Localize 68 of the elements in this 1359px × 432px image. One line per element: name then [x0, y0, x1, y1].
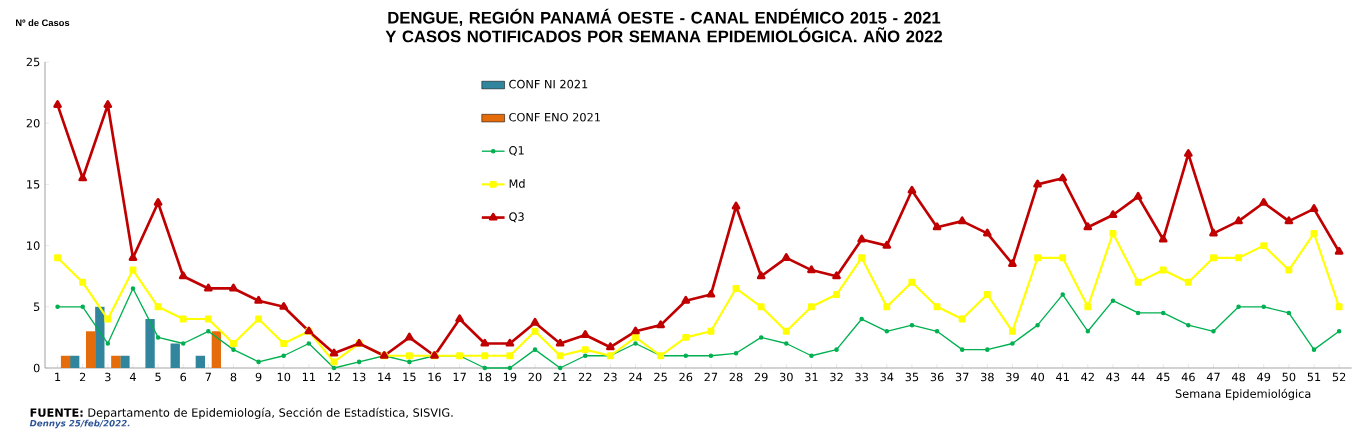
legend-label: CONF ENO 2021: [509, 112, 600, 122]
x-tick-label: 51: [1307, 372, 1321, 382]
x-tick-label: 19: [503, 372, 517, 382]
legend-label: Q1: [509, 146, 524, 156]
text: Dennys 25/feb/2022.: [29, 419, 130, 429]
x-tick-label: 30: [779, 372, 793, 382]
x-tick-label: 7: [205, 372, 211, 381]
x-tick-label: 50: [1282, 372, 1296, 382]
x-tick-label: 22: [578, 372, 592, 382]
x-tick-label: 37: [955, 372, 969, 382]
legend-label: Md: [509, 179, 525, 188]
x-tick-label: 39: [1006, 372, 1019, 382]
x-tick-label: 44: [1131, 372, 1145, 381]
x-tick-label: 29: [754, 372, 768, 382]
x-tick-label: 36: [930, 372, 944, 382]
x-tick-label: 12: [328, 372, 341, 382]
x-tick-label: 52: [1332, 372, 1346, 382]
x-tick-label: 38: [980, 372, 994, 382]
x-tick-label: 2: [79, 372, 86, 382]
x-tick-label: 13: [353, 372, 366, 382]
x-tick-label: 26: [679, 372, 693, 382]
x-tick-label: 21: [553, 372, 567, 382]
x-tick-label: 8: [230, 372, 237, 382]
x-tick-label: 42: [1081, 372, 1094, 382]
text: FUENTE: Departamento de Epidemiología, Sección de Estadística, SISVIG.: [30, 407, 453, 420]
chart-title: DENGUE, REGIÓN PANAMÁ OESTE - CANAL ENDÉMICO 2015 - 2021 Y CASOS NOTIFICADOS POR SEMANA EPIDEMIOLÓGICA. AÑO 2022: [385, 8, 943, 43]
x-tick-label: 15: [403, 372, 416, 382]
x-tick-label: 34: [880, 372, 894, 382]
x-tick-label: 49: [1257, 372, 1271, 382]
legend-label: CONF NI 2021: [509, 79, 588, 89]
x-tick-label: 45: [1156, 372, 1170, 382]
x-tick-label: 16: [428, 372, 441, 382]
legend-label: Q3: [509, 212, 524, 223]
x-tick-label: 32: [830, 372, 843, 382]
y-tick-label: 25: [26, 57, 40, 67]
x-tick-label: 3: [105, 372, 111, 382]
x-tick-label: 48: [1231, 372, 1246, 382]
y-tick-label: 15: [27, 180, 40, 189]
x-tick-label: 24: [629, 372, 643, 382]
y-tick-label: 10: [27, 241, 40, 250]
x-tick-label: 33: [855, 372, 868, 382]
x-tick-label: 23: [604, 372, 617, 382]
x-tick-label: 18: [478, 372, 492, 382]
x-tick-label: 40: [1030, 372, 1045, 382]
x-tick-label: 28: [729, 372, 743, 382]
x-tick-label: 5: [155, 372, 161, 382]
x-tick-label: 14: [378, 372, 391, 381]
x-tick-label: 17: [453, 372, 466, 381]
x-tick-label: 35: [905, 372, 919, 382]
x-tick-label: 4: [129, 372, 136, 381]
x-tick-label: 31: [805, 372, 818, 382]
x-tick-label: 27: [704, 372, 718, 382]
x-tick-label: 41: [1056, 372, 1069, 381]
y-tick-label: 20: [26, 118, 40, 128]
x-tick-label: 9: [255, 372, 262, 382]
x-tick-label: 10: [277, 372, 291, 382]
x-tick-label: 20: [528, 372, 542, 382]
x-tick-label: 43: [1106, 372, 1120, 382]
x-tick-label: 47: [1206, 372, 1220, 381]
y-axis-title: Nº de Casos: [16, 19, 70, 27]
x-tick-label: 6: [180, 372, 187, 382]
x-tick-label: 46: [1181, 372, 1195, 382]
y-tick-label: 0: [33, 363, 40, 373]
x-tick-label: 11: [302, 372, 316, 381]
x-tick-label: 25: [654, 372, 667, 382]
y-tick-label: 5: [33, 302, 40, 312]
x-axis-title: Semana Epidemiológica: [1175, 388, 1311, 401]
x-tick-label: 1: [55, 372, 61, 381]
